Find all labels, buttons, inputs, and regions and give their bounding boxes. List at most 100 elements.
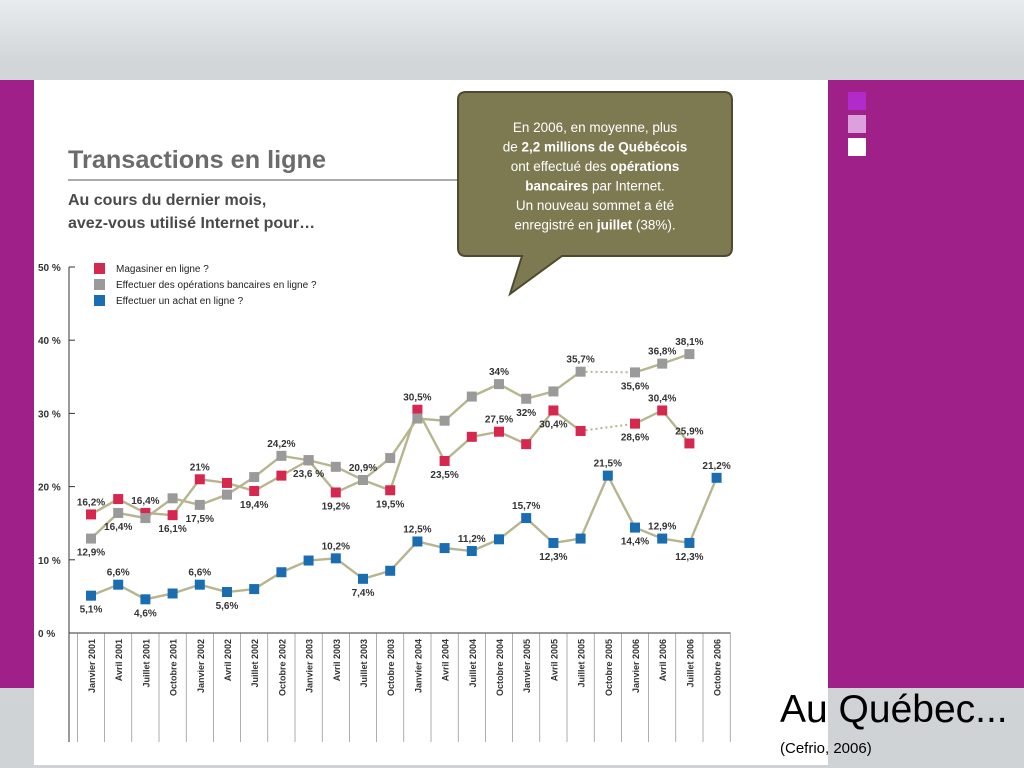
series-0-point xyxy=(630,418,640,429)
series-1-point xyxy=(113,507,124,518)
series-1-point xyxy=(330,461,341,472)
series-1-point xyxy=(385,453,396,464)
x-tick-label: Avril 2005 xyxy=(549,639,559,681)
series-2-point xyxy=(521,513,532,524)
data-label: 16,4% xyxy=(131,496,159,507)
y-tick-label: 40 % xyxy=(38,336,61,347)
series-0-point xyxy=(575,425,586,436)
x-tick-label: Avril 2004 xyxy=(441,639,451,681)
data-label: 19,2% xyxy=(322,501,350,512)
callout-line-5: enregistré en juillet (38%). xyxy=(514,218,675,233)
data-label: 30,5% xyxy=(403,393,431,404)
deco-square-1 xyxy=(848,92,866,110)
x-tick-label-group: Janvier 2005 xyxy=(522,639,532,693)
data-label: 12,3% xyxy=(675,552,703,563)
series-2-point xyxy=(140,594,151,605)
x-tick-label-group: Janvier 2002 xyxy=(196,639,206,693)
series-2-point xyxy=(548,537,559,548)
x-tick-label-group: Janvier 2004 xyxy=(413,639,423,693)
x-tick-label: Janvier 2002 xyxy=(196,639,206,693)
series-1-point xyxy=(630,367,640,378)
series-1-point xyxy=(466,391,477,402)
series-2-point xyxy=(194,579,205,590)
series-1-point xyxy=(167,493,178,504)
series-0-point xyxy=(466,431,477,442)
series-1-point xyxy=(494,379,504,390)
series-0-point xyxy=(113,494,124,505)
x-tick-label-group: Avril 2006 xyxy=(658,639,668,681)
series-0-point xyxy=(167,510,178,521)
series-1-point xyxy=(684,349,695,360)
x-tick-label-group: Octobre 2005 xyxy=(604,639,614,696)
series-2-point xyxy=(276,567,287,578)
series-2-point xyxy=(439,543,450,554)
deco-square-2 xyxy=(848,115,866,133)
x-tick-label: Octobre 2001 xyxy=(169,639,179,696)
deco-square-3 xyxy=(848,138,866,156)
series-0-point xyxy=(86,509,96,520)
series-1-point xyxy=(276,450,287,461)
series-2-point xyxy=(602,470,613,481)
data-label: 5,6% xyxy=(216,601,239,612)
series-2-point xyxy=(412,536,423,547)
series-1-point xyxy=(548,386,559,397)
x-tick-label-group: Juillet 2005 xyxy=(577,639,587,688)
x-tick-label: Janvier 2006 xyxy=(631,639,641,693)
data-label: 4,6% xyxy=(134,608,157,619)
series-2-point xyxy=(167,588,178,599)
series-2-point xyxy=(358,573,368,584)
x-tick-label: Octobre 2002 xyxy=(277,639,287,696)
data-label: 36,8% xyxy=(648,347,676,358)
caption-source: (Cefrio, 2006) xyxy=(780,740,872,757)
y-tick-label: 0 % xyxy=(38,629,55,640)
series-2-point xyxy=(222,587,232,598)
data-label: 17,5% xyxy=(186,514,214,525)
series-1-point xyxy=(303,455,314,466)
data-label: 11,2% xyxy=(458,534,486,545)
series-0-point xyxy=(140,507,151,518)
series-2-point xyxy=(249,584,260,595)
legend-label-1: Effectuer des opérations bancaires en li… xyxy=(116,280,317,291)
data-label: 5,1% xyxy=(80,605,103,616)
x-tick-label-group: Juillet 2004 xyxy=(468,639,478,688)
series-2-point xyxy=(575,533,586,544)
data-label: 15,7% xyxy=(512,501,540,512)
legend-swatch-1 xyxy=(94,279,105,290)
x-tick-label: Juillet 2001 xyxy=(141,639,151,688)
callout-text: de xyxy=(503,140,522,155)
data-label: 21% xyxy=(190,462,210,473)
x-tick-label-group: Avril 2003 xyxy=(332,639,342,681)
series-1-point xyxy=(575,366,586,377)
series-2-point xyxy=(466,546,477,557)
x-tick-label: Avril 2006 xyxy=(658,639,668,681)
series-1-point xyxy=(86,533,96,544)
x-tick-label: Janvier 2005 xyxy=(522,639,532,693)
data-label: 30,4% xyxy=(539,419,567,430)
data-label: 12,9% xyxy=(648,522,676,533)
callout-bubble xyxy=(457,91,733,297)
x-tick-label: Avril 2003 xyxy=(332,639,342,681)
series-0-point xyxy=(548,405,559,416)
series-0-point xyxy=(439,455,450,466)
series-0-point xyxy=(222,477,232,488)
series-dashed-gap-1 xyxy=(580,370,636,374)
data-label: 20,9% xyxy=(349,463,377,474)
series-0-point xyxy=(330,487,341,498)
series-1-point xyxy=(194,499,205,510)
data-label: 28,6% xyxy=(621,433,649,444)
y-tick-label: 30 % xyxy=(38,409,61,420)
x-tick-label: Juillet 2005 xyxy=(577,639,587,688)
callout-text: opérations xyxy=(610,159,679,174)
series-1-point xyxy=(521,393,532,404)
x-tick-label-group: Juillet 2003 xyxy=(359,639,369,688)
x-tick-label: Janvier 2003 xyxy=(305,639,315,693)
data-label: 6,6% xyxy=(107,568,130,579)
series-2-point xyxy=(330,553,341,564)
series-1-point xyxy=(358,475,368,486)
series-1-point xyxy=(439,415,450,426)
y-tick-label: 50 % xyxy=(38,263,61,274)
y-tick-label: 20 % xyxy=(38,483,61,494)
x-tick-label-group: Janvier 2001 xyxy=(87,639,97,693)
callout-line-0: En 2006, en moyenne, plus xyxy=(513,120,678,135)
x-tick-label-group: Avril 2001 xyxy=(114,639,124,681)
